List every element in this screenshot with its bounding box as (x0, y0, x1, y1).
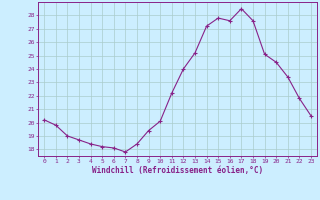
X-axis label: Windchill (Refroidissement éolien,°C): Windchill (Refroidissement éolien,°C) (92, 166, 263, 175)
